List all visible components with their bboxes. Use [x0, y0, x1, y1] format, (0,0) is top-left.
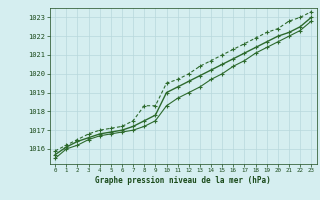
- X-axis label: Graphe pression niveau de la mer (hPa): Graphe pression niveau de la mer (hPa): [95, 176, 271, 185]
